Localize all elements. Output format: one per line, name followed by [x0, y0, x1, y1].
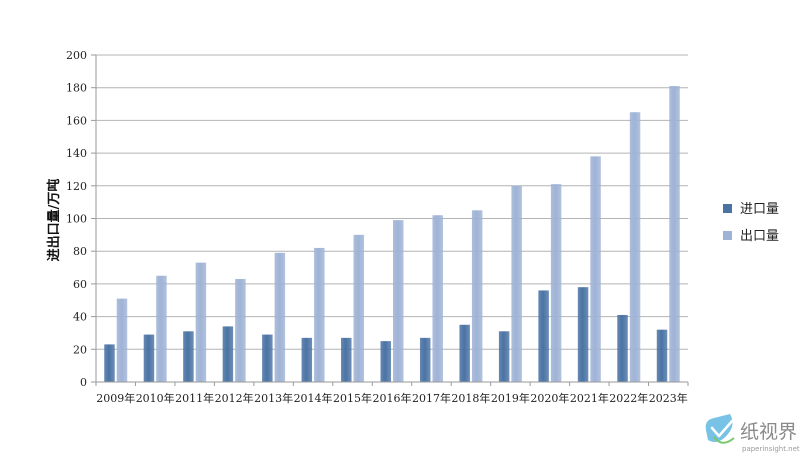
gridlines	[96, 54, 688, 350]
bar-import-2010年	[143, 334, 155, 382]
y-tick-label: 200	[66, 49, 87, 62]
x-tick-label: 2010年	[136, 391, 175, 405]
bar-export-2011年	[195, 262, 207, 382]
bar-export-2018年	[471, 210, 483, 382]
x-tick-label: 2016年	[373, 391, 412, 405]
bar-export-2013年	[274, 252, 286, 382]
y-axis-label: 进出口量/万吨	[46, 179, 62, 262]
x-tick-label: 2020年	[530, 391, 569, 405]
x-tick-label: 2021年	[570, 391, 609, 405]
bar-import-2015年	[341, 337, 352, 382]
bar-export-2023年	[669, 86, 680, 382]
bar-export-2012年	[235, 278, 246, 382]
y-tick-label: 40	[73, 311, 87, 324]
bar-export-2021年	[590, 156, 601, 382]
y-tick-label: 0	[80, 376, 87, 389]
y-tick-label: 120	[66, 180, 87, 193]
bar-export-2022年	[629, 112, 641, 382]
y-tick-label: 80	[73, 245, 87, 258]
y-axis-ticks: 0 20 40 60 80 100 120 140 160 180 200	[66, 49, 96, 389]
bar-import-2021年	[577, 287, 589, 382]
watermark-brand: 纸视界	[740, 421, 797, 443]
bar-import-2016年	[380, 341, 391, 382]
x-tick-label: 2022年	[609, 391, 648, 405]
bar-import-2017年	[419, 337, 431, 382]
y-tick-label: 60	[73, 278, 87, 291]
x-tick-label: 2009年	[96, 391, 135, 405]
x-tick-label: 2023年	[649, 391, 688, 405]
bar-import-2011年	[183, 331, 194, 382]
watermark: 纸视界 paperinsight.net	[705, 414, 800, 453]
y-tick-label: 20	[73, 343, 87, 356]
bars	[104, 86, 680, 382]
bar-import-2023年	[656, 329, 668, 382]
x-tick-label: 2013年	[254, 391, 293, 405]
bar-import-2020年	[538, 290, 549, 382]
legend-label-import: 进口量	[740, 202, 779, 217]
y-tick-label: 180	[66, 82, 87, 95]
x-tick-label: 2017年	[412, 391, 451, 405]
bar-export-2019年	[511, 185, 522, 382]
bar-export-2009年	[116, 298, 128, 382]
bar-export-2017年	[432, 215, 443, 382]
bar-import-2019年	[498, 331, 510, 382]
bar-export-2020年	[550, 184, 562, 382]
bar-export-2014年	[314, 247, 325, 382]
legend-label-export: 出口量	[740, 229, 779, 244]
bar-export-2010年	[156, 275, 167, 382]
x-tick-label: 2014年	[294, 391, 333, 405]
x-tick-label: 2012年	[215, 391, 254, 405]
legend-swatch-import	[723, 204, 732, 213]
bar-import-2013年	[262, 334, 273, 382]
y-tick-label: 160	[66, 114, 87, 127]
legend-swatch-export	[723, 231, 732, 240]
bar-export-2016年	[393, 220, 404, 382]
bar-import-2009年	[104, 344, 115, 382]
bar-import-2014年	[301, 337, 313, 382]
paperinsight-logo-icon	[705, 414, 735, 444]
y-tick-label: 100	[66, 213, 87, 226]
bar-import-2012年	[222, 326, 234, 382]
x-axis-ticks: 2009年 2010年 2011年 2012年 2013年 2014年 2015年 2016年…	[95, 382, 689, 405]
bar-export-2015年	[353, 234, 365, 382]
bar-import-2022年	[617, 314, 628, 382]
bar-import-2018年	[459, 324, 470, 382]
x-tick-label: 2018年	[451, 391, 490, 405]
x-tick-label: 2019年	[491, 391, 530, 405]
watermark-url: paperinsight.net	[742, 445, 800, 453]
x-tick-label: 2011年	[175, 391, 214, 405]
y-tick-label: 140	[66, 147, 87, 160]
x-tick-label: 2015年	[333, 391, 372, 405]
